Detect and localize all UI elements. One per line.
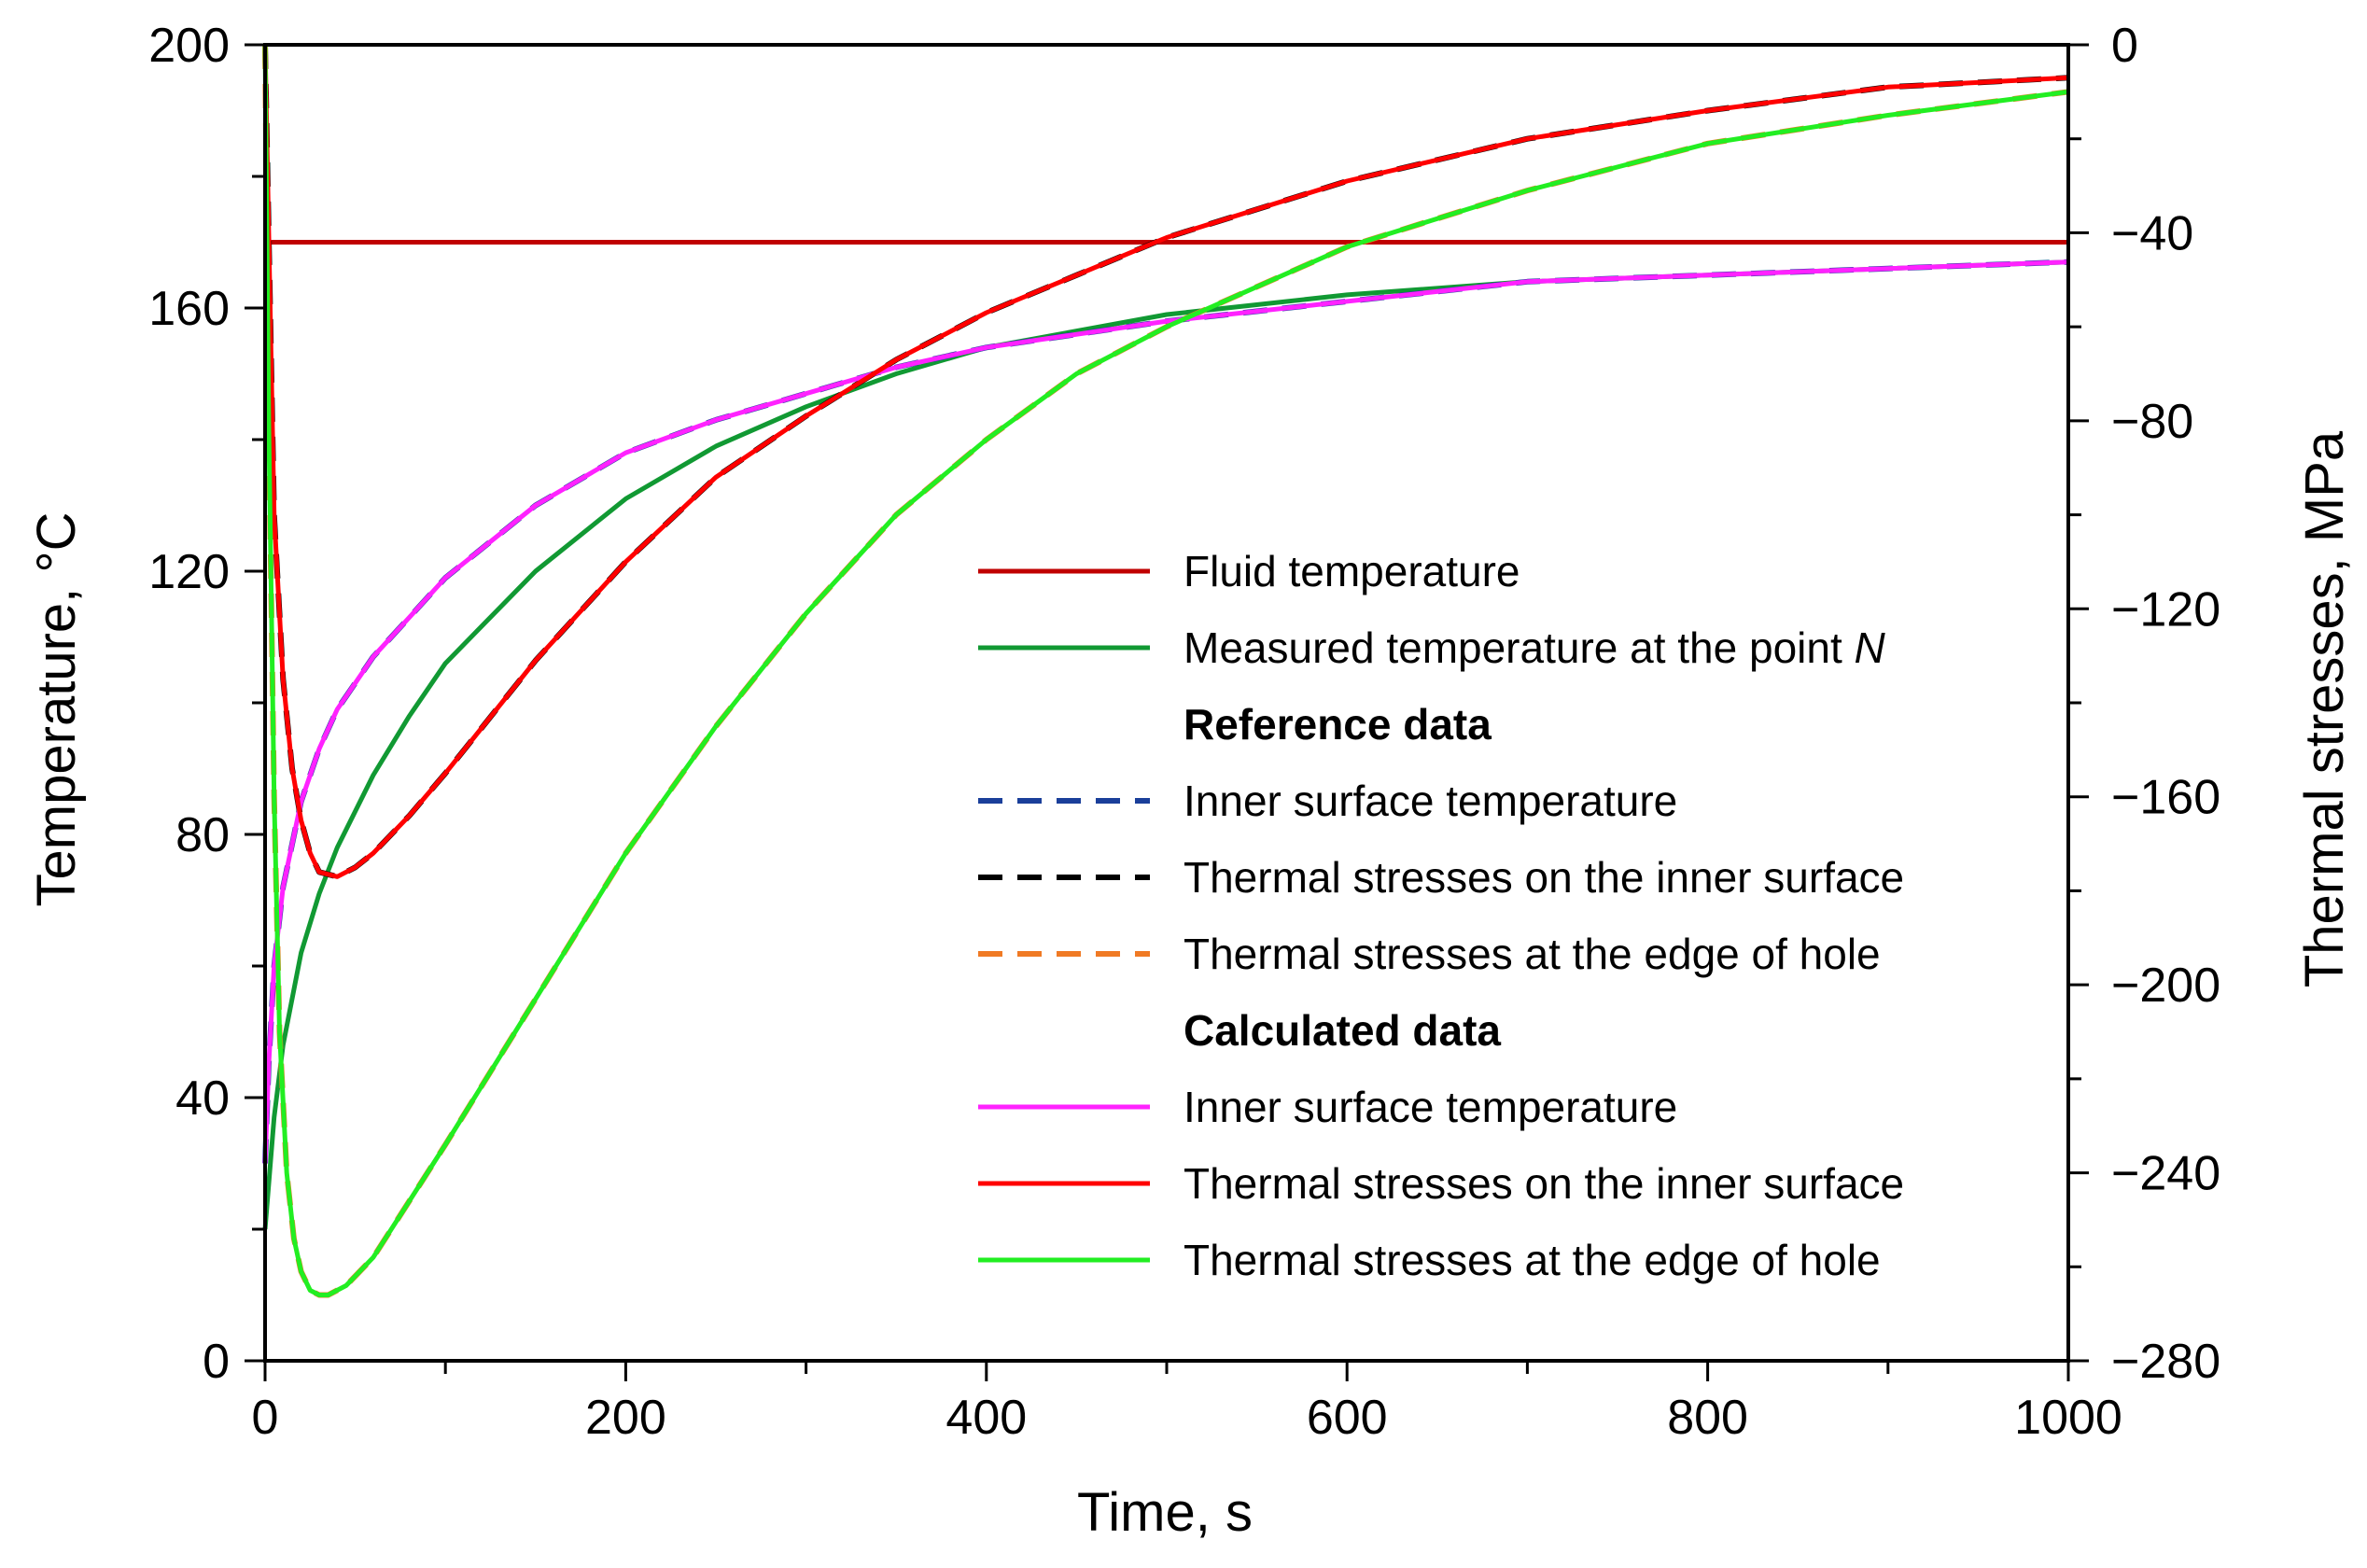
ticks-layer: 0 200 400 600 800 1000 0 40 80 120 160 200 0 −40 −80 −1… [148, 19, 2220, 1445]
x-tick-label: 200 [585, 1391, 666, 1445]
series-line-calc_inner_temp [262, 259, 2069, 1164]
y2-tick-label: −40 [2111, 206, 2193, 260]
legend: Fluid temperature Measured temperature at… [978, 547, 1904, 1284]
x-tick-label: 1000 [2014, 1391, 2122, 1445]
y2-tick-label: −200 [2111, 959, 2220, 1013]
series-line-calc_stress_inner [262, 44, 2069, 879]
x-tick-label: 600 [1307, 1391, 1388, 1445]
y2-axis-title: Thermal stresses, MPa [2294, 430, 2355, 987]
y-tick-label: 200 [148, 19, 230, 73]
x-tick-label: 0 [252, 1391, 279, 1445]
legend-heading-calculated: Calculated data [1184, 1006, 1501, 1055]
y2-tick-label: −80 [2111, 395, 2193, 449]
y-tick-label: 0 [203, 1335, 230, 1389]
y2-tick-label: −280 [2111, 1335, 2220, 1389]
legend-heading-reference: Reference data [1184, 700, 1492, 749]
y2-tick-label: −240 [2111, 1147, 2220, 1201]
x-axis-title: Time, s [1077, 1482, 1253, 1543]
legend-label-fluid: Fluid temperature [1184, 547, 1520, 595]
y-tick-label: 40 [175, 1071, 230, 1126]
x-tick-label: 800 [1667, 1391, 1748, 1445]
legend-label-calc_stress_hole: Thermal stresses at the edge of hole [1184, 1236, 1881, 1284]
series-layer [262, 44, 2069, 1298]
legend-label-measured: Measured temperature at the point N [1184, 623, 1886, 672]
y2-tick-label: −160 [2111, 771, 2220, 825]
y2-tick-label: 0 [2111, 19, 2138, 73]
legend-label-ref_stress_hole: Thermal stresses at the edge of hole [1184, 930, 1881, 978]
legend-label-calc_inner_temp: Inner surface temperature [1184, 1083, 1677, 1131]
legend-label-ref_inner_temp: Inner surface temperature [1184, 777, 1677, 825]
series-line-measured [262, 259, 2069, 1230]
x-tick-label: 400 [945, 1391, 1027, 1445]
y-tick-label: 160 [148, 282, 230, 336]
legend-label-ref_stress_inner: Thermal stresses on the inner surface [1184, 853, 1904, 902]
y2-tick-label: −120 [2111, 582, 2220, 637]
legend-label-calc_stress_inner: Thermal stresses on the inner surface [1184, 1159, 1904, 1208]
y-tick-label: 120 [148, 545, 230, 599]
series-line-ref_inner_temp [262, 259, 2069, 1164]
y-axis-title: Temperature, °C [26, 512, 87, 907]
series-line-ref_stress_inner [262, 44, 2069, 880]
y-tick-label: 80 [175, 808, 230, 862]
series-line-calc_stress_hole [262, 44, 2069, 1297]
